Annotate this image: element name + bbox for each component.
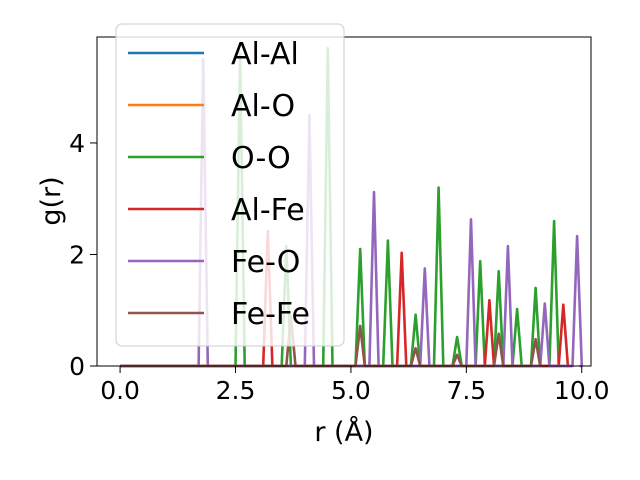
legend-label: Fe-Fe (231, 297, 310, 332)
x-tick-label: 0.0 (100, 376, 140, 405)
x-axis: 0.0 2.5 5.0 7.5 10.0 (100, 366, 610, 405)
x-tick-label: 10.0 (554, 376, 610, 405)
x-tick-label: 5.0 (331, 376, 371, 405)
y-axis: 0 2 4 (69, 129, 97, 381)
y-axis-label: g(r) (36, 176, 67, 225)
y-tick-label: 0 (69, 352, 85, 381)
legend-label: Al-Fe (231, 193, 305, 228)
legend: Al-Al Al-O O-O Al-Fe Fe-O Fe-Fe (115, 23, 345, 347)
legend-label: O-O (231, 141, 291, 176)
legend-label: Fe-O (231, 245, 300, 280)
x-tick-label: 2.5 (216, 376, 256, 405)
x-axis-label: r (Å) (314, 416, 373, 448)
y-tick-label: 4 (69, 129, 85, 158)
x-tick-label: 7.5 (446, 376, 486, 405)
legend-label: Al-O (231, 89, 295, 124)
y-tick-label: 2 (69, 240, 85, 269)
legend-label: Al-Al (231, 37, 299, 72)
